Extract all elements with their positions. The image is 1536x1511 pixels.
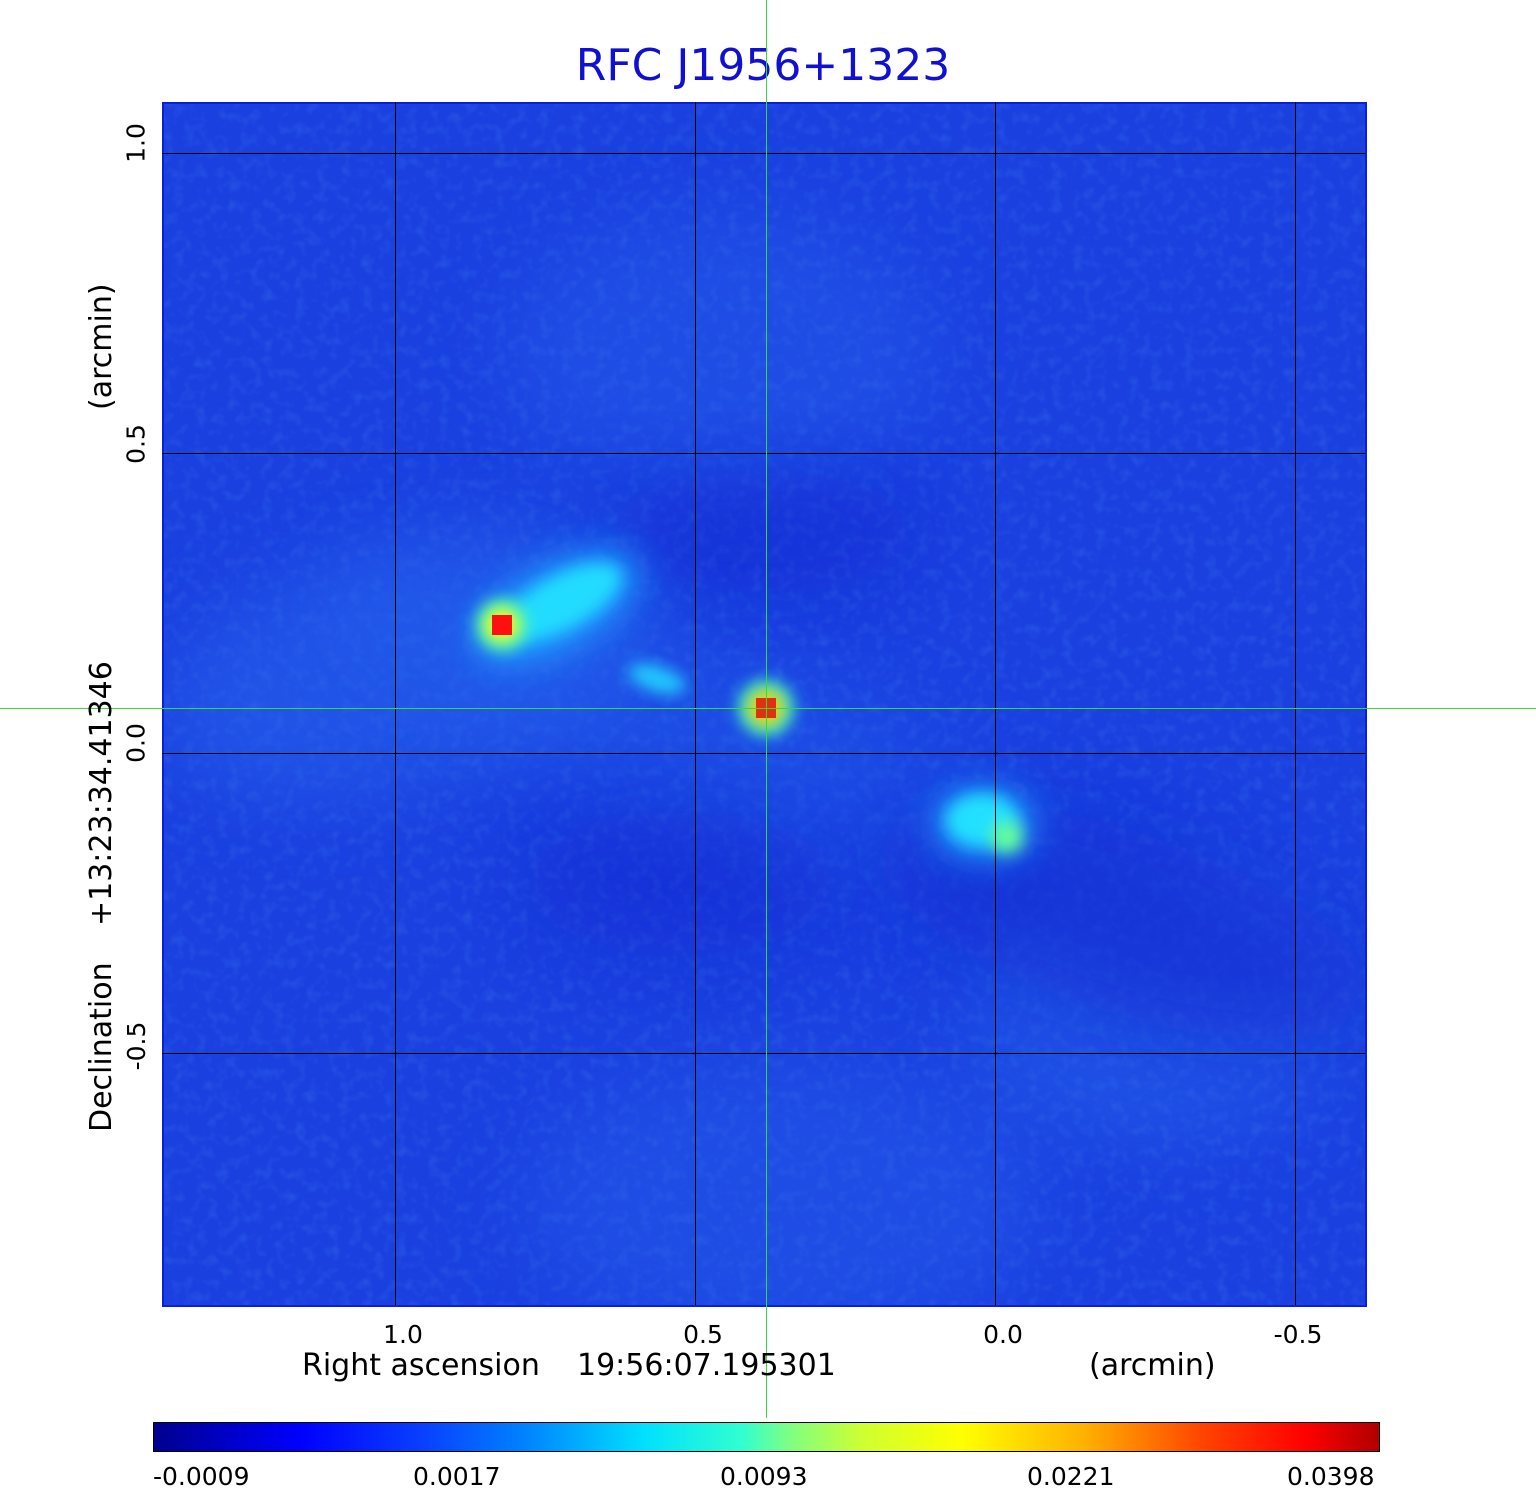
crosshair-horizontal (0, 708, 1536, 709)
grid-line (695, 102, 696, 1305)
colorbar-tick-label: 0.0221 (1027, 1462, 1115, 1491)
x-tick-label: 1.0 (383, 1320, 423, 1349)
y-tick-label: 0.0 (121, 723, 151, 763)
grid-line (162, 1053, 1365, 1054)
x-axis-label-value: 19:56:07.195301 (577, 1348, 836, 1383)
y-axis-label-prefix: Declination (84, 962, 119, 1132)
y-tick-label: -0.5 (121, 1021, 151, 1071)
grid-line (162, 153, 1365, 154)
grid-line (395, 102, 396, 1305)
colorbar-tick-label: -0.0009 (153, 1462, 250, 1491)
colorbar (153, 1422, 1380, 1452)
y-axis-unit: (arcmin) (84, 283, 119, 410)
western-lobe (934, 790, 1034, 858)
y-tick-label: 0.5 (121, 424, 151, 464)
image-title: RFC J1956+1323 (575, 40, 951, 91)
grid-line (162, 753, 1365, 754)
x-axis-label-prefix: Right ascension (302, 1348, 540, 1383)
y-tick-label: 1.0 (121, 123, 151, 163)
x-tick-label: 0.5 (683, 1320, 723, 1349)
eastern-lobe (475, 551, 686, 694)
grid-line (1295, 102, 1296, 1305)
colorbar-tick-label: 0.0398 (1287, 1462, 1375, 1491)
radio-image-canvas (162, 102, 1365, 1305)
crosshair-vertical (766, 0, 767, 1418)
colorbar-tick-label: 0.0017 (413, 1462, 501, 1491)
colorbar-tick-label: 0.0093 (720, 1462, 808, 1491)
y-axis-label-value: +13:23:34.41346 (84, 661, 119, 926)
grid-line (162, 453, 1365, 454)
x-tick-label: 0.0 (983, 1320, 1023, 1349)
radio-image[interactable] (162, 102, 1365, 1305)
grid-line (995, 102, 996, 1305)
x-axis-unit: (arcmin) (1089, 1348, 1216, 1383)
x-tick-label: -0.5 (1273, 1320, 1323, 1349)
